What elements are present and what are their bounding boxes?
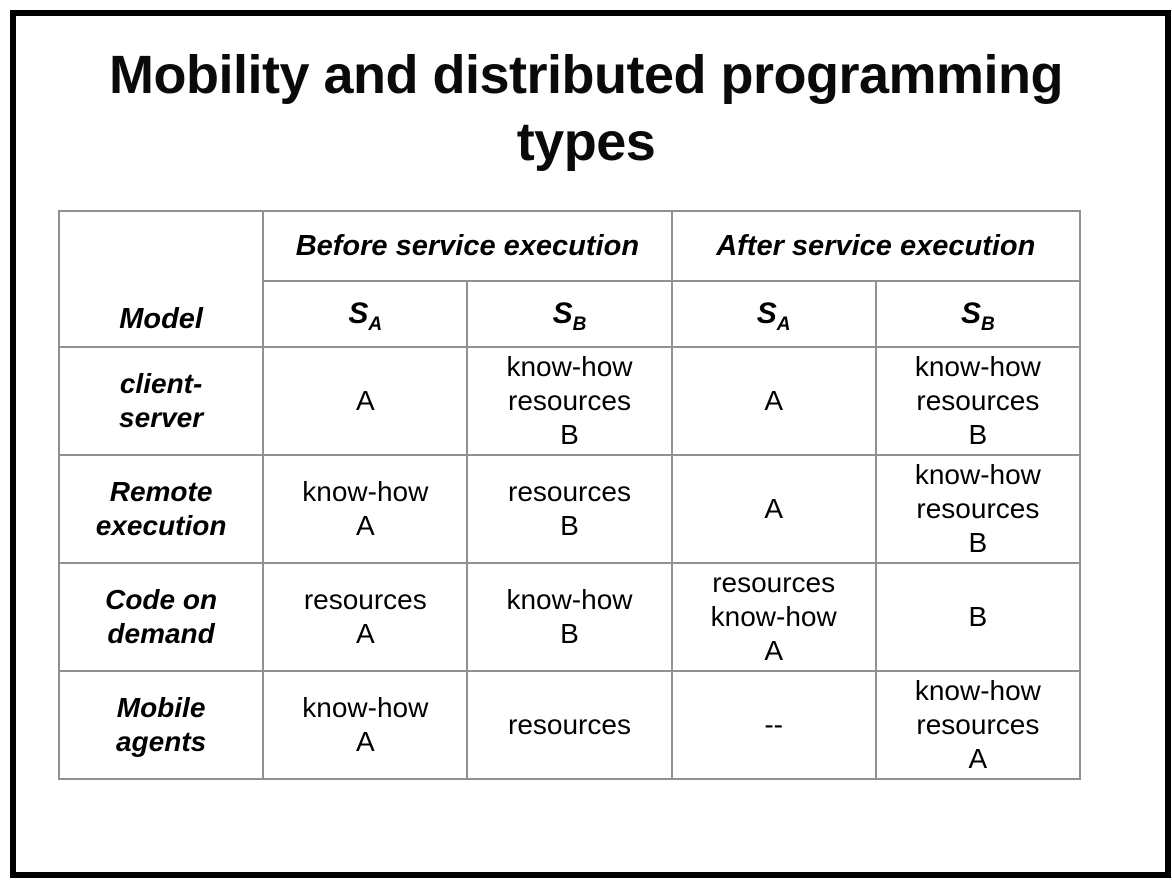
cell-after-sb: know-how resources B [874,454,1082,564]
mobility-table: Model Before service execution After ser… [57,210,1082,780]
table-row-remote-execution: Remote execution know-how A resources B … [57,454,1082,564]
cell-after-sb: B [874,562,1082,672]
header-row-servers: SA SB SA SB [59,280,1082,348]
cell-before-sa: know-how A [262,670,469,780]
row-label: Remote execution [57,454,265,564]
cell-before-sa: resources A [262,562,469,672]
cell-before-sa: A [262,346,469,456]
server-symbol: S [961,297,982,330]
title-line-2: types [516,112,656,172]
table-row-client-server: client- server A know-how resources B A … [57,346,1082,456]
server-symbol: S [348,297,369,330]
group-header-before: Before service execution [262,210,673,282]
column-header-before-sb: SB [466,280,673,348]
cell-before-sb: know-how resources B [466,346,673,456]
cell-before-sb: know-how B [466,562,673,672]
slide-title: Mobility and distributed programming type… [0,42,1172,176]
cell-after-sb: know-how resources B [874,346,1082,456]
cell-before-sb: resources B [466,454,673,564]
cell-after-sa: -- [670,670,877,780]
header-row-groups: Model Before service execution After ser… [57,210,1082,348]
slide-border-frame [10,10,1171,878]
column-header-after-sb: SB [874,280,1082,348]
cell-before-sb: resources [466,670,673,780]
row-label: Code on demand [57,562,265,672]
title-line-1: Mobility and distributed programming [109,45,1064,105]
cell-after-sa: A [670,454,877,564]
cell-before-sa: know-how A [262,454,469,564]
table-row-code-on-demand: Code on demand resources A know-how B re… [57,562,1082,672]
column-header-after-sa: SA [670,280,877,348]
row-label: Mobile agents [57,670,265,780]
server-subscript: A [776,314,791,335]
column-header-before-sa: SA [262,280,469,348]
model-column-header: Model [57,210,265,348]
cell-after-sa: A [670,346,877,456]
server-subscript: A [368,314,383,335]
cell-after-sa: resources know-how A [670,562,877,672]
row-label: client- server [57,346,265,456]
server-subscript: B [572,314,587,335]
cell-after-sb: know-how resources A [874,670,1082,780]
server-subscript: B [981,314,995,335]
table-row-mobile-agents: Mobile agents know-how A resources -- kn… [57,670,1082,780]
group-header-after: After service execution [670,210,1082,282]
server-symbol: S [552,297,573,330]
server-symbol: S [756,297,777,330]
